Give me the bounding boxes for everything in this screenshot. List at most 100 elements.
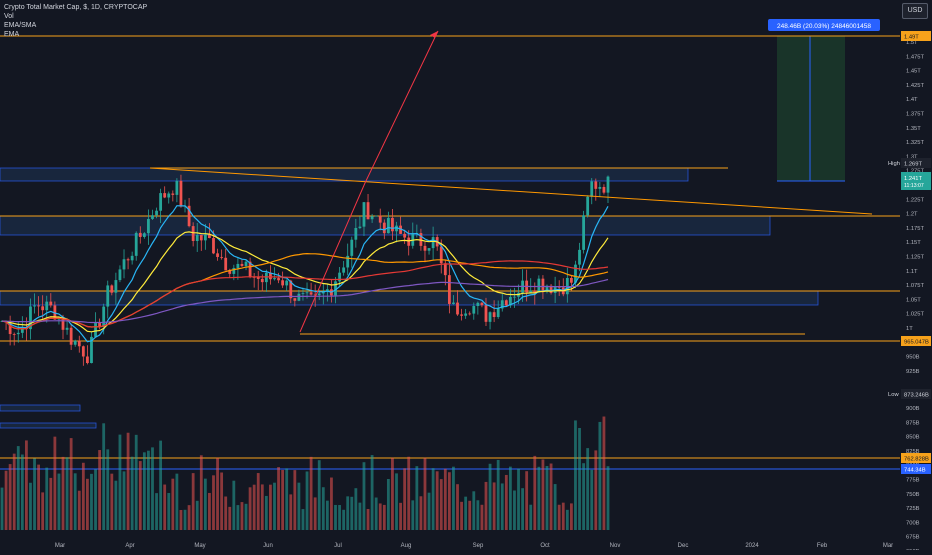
symbol-title[interactable]: Crypto Total Market Cap, $, 1D, CRYPTOCA…: [4, 4, 148, 11]
candle-body-82: [334, 281, 337, 296]
volume-bar-51: [208, 492, 211, 530]
volume-bar-22: [90, 473, 93, 530]
candle-body-115: [468, 313, 472, 315]
legend-vol[interactable]: Vol: [4, 13, 14, 20]
volume-bar-122: [496, 459, 500, 530]
volume-bar-136: [553, 484, 557, 530]
volume-bar-33: [134, 434, 138, 530]
volume-bar-103: [419, 496, 423, 530]
candle-body-57: [232, 267, 236, 274]
candle-body-110: [447, 275, 451, 304]
volume-layer: [0, 416, 610, 530]
price-label-20: 1T: [906, 326, 913, 332]
target-badge: 1.49T: [904, 35, 919, 41]
volume-bar-112: [456, 484, 459, 530]
volume-bar-135: [549, 463, 553, 530]
volume-bar-119: [484, 481, 488, 530]
volume-level-badge: 762.828B: [904, 457, 929, 463]
volume-bar-98: [399, 502, 402, 530]
candle-body-74: [301, 293, 305, 295]
candle-body-140: [569, 277, 573, 283]
volume-bar-37: [151, 447, 154, 530]
candle-body-76: [309, 292, 313, 295]
volume-bar-104: [423, 457, 427, 530]
candle-body-70: [285, 280, 289, 286]
currency-button[interactable]: USD: [902, 3, 928, 19]
volume-bar-92: [374, 497, 378, 530]
volume-bar-61: [248, 487, 252, 530]
volume-bar-12: [49, 477, 53, 530]
time-axis: Mar Apr May Jun Jul Aug Sep Oct Nov Dec 2024 Feb Mar: [0, 538, 900, 550]
candle-body-26: [106, 285, 110, 307]
volume-bar-137: [557, 504, 561, 530]
volume-level-badge-bg: [901, 453, 931, 463]
last-badge-bg: [901, 172, 931, 190]
volume-bar-91: [370, 455, 374, 530]
candle-body-36: [147, 218, 150, 234]
ema-fast-line: [1, 205, 609, 343]
time-label-6: Sep: [473, 543, 484, 549]
legend-ema-sma[interactable]: EMA/SMA: [4, 22, 37, 29]
volume-bar-138: [561, 502, 565, 530]
volume-bar-90: [366, 509, 370, 530]
volume-bar-76: [309, 456, 313, 530]
last-price-badge: 1.241T: [904, 176, 923, 182]
volume-bar-65: [264, 495, 268, 530]
volume-bar-26: [106, 449, 110, 530]
candle-body-89: [362, 202, 366, 227]
candle-body-149: [606, 176, 610, 193]
volume-bar-99: [403, 468, 407, 530]
candle-body-147: [598, 187, 602, 189]
volume-bar-56: [228, 506, 232, 530]
ma-red-line: [1, 260, 609, 330]
volume-bar-59: [240, 502, 244, 530]
volume-bar-132: [537, 466, 541, 530]
candle-body-97: [395, 225, 398, 232]
candle-body-148: [602, 187, 606, 193]
volume-bar-74: [301, 509, 305, 530]
candle-body-86: [350, 239, 354, 256]
price-label-13: 1.175T: [906, 226, 925, 232]
moving-averages-layer: [1, 205, 609, 343]
volume-bar-69: [281, 469, 285, 530]
candle-body-145: [590, 181, 594, 197]
candle-body-2: [8, 322, 12, 335]
chart-legend: Crypto Total Market Cap, $, 1D, CRYPTOCA…: [4, 3, 147, 39]
volume-bar-101: [411, 500, 415, 530]
volume-blue-badge: 744.34B: [904, 468, 926, 474]
volume-bar-23: [94, 469, 97, 530]
candle-body-63: [256, 277, 260, 279]
legend-ema[interactable]: EMA: [4, 31, 20, 38]
volume-bar-123: [500, 483, 504, 530]
candle-body-99: [403, 233, 407, 238]
volume-bar-16: [65, 457, 69, 530]
volume-bar-127: [517, 468, 520, 530]
candle-body-46: [187, 205, 191, 227]
volume-bar-110: [447, 472, 451, 530]
volume-bar-6: [25, 440, 28, 530]
volume-bar-114: [464, 496, 468, 530]
volume-bar-63: [256, 473, 260, 530]
volume-bar-70: [285, 468, 289, 530]
candle-body-88: [358, 226, 362, 228]
volume-bar-78: [317, 460, 321, 530]
candle-body-113: [460, 314, 463, 316]
target-badge-bg: [901, 31, 931, 41]
candle-body-24: [98, 322, 102, 327]
volume-bar-129: [525, 471, 529, 530]
candle-body-58: [236, 263, 240, 268]
candle-body-119: [484, 305, 488, 322]
ma-purple-line: [2, 278, 609, 324]
candle-body-144: [586, 196, 590, 216]
candle-body-16: [65, 327, 69, 330]
volume-bar-5: [20, 454, 24, 530]
candle-body-5: [20, 327, 24, 333]
volume-bar-2: [8, 464, 12, 530]
candle-body-35: [142, 233, 146, 237]
price-label-25: 875B: [906, 420, 920, 426]
candle-body-103: [419, 233, 423, 246]
candle-body-59: [240, 263, 244, 266]
time-label-4: Jul: [334, 543, 342, 549]
volume-bar-64: [260, 484, 264, 530]
